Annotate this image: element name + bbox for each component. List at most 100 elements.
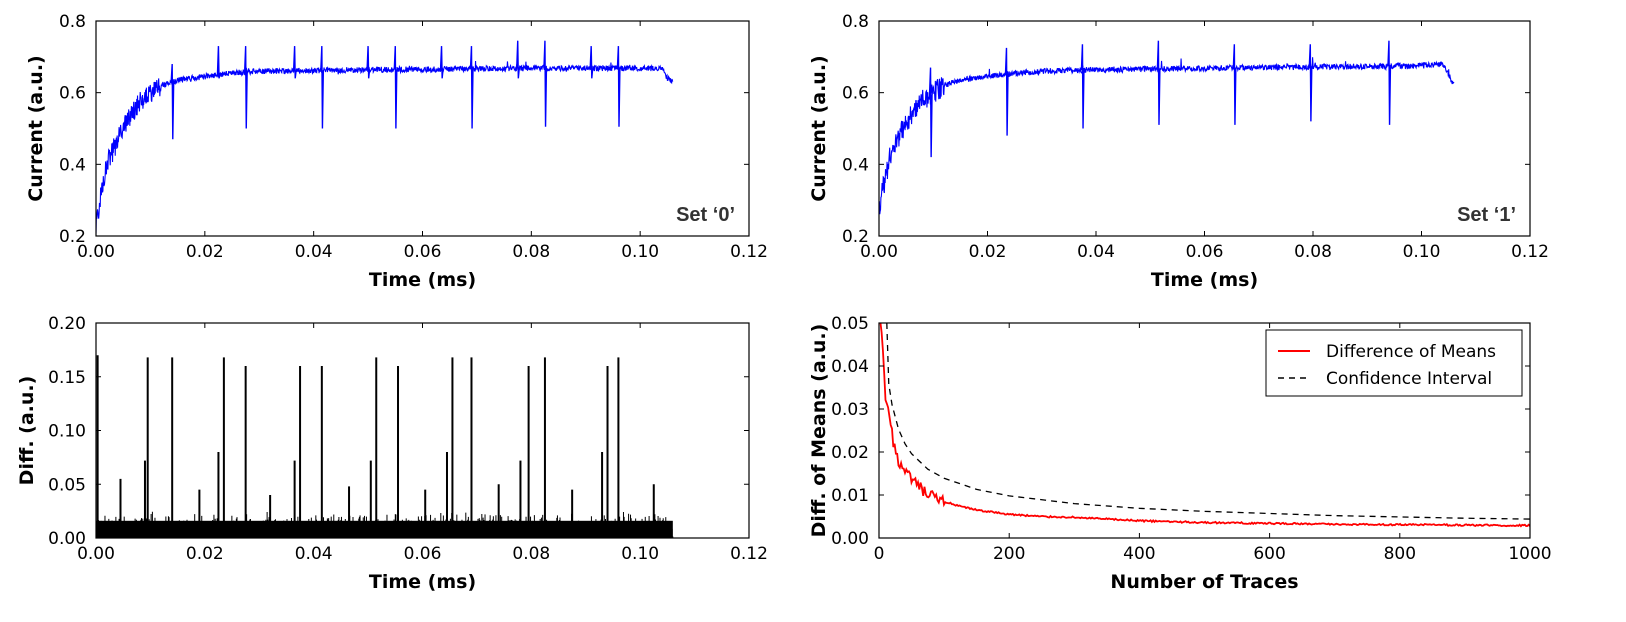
x-tick-label: 0.02 <box>186 242 224 262</box>
diff-peak <box>348 486 351 538</box>
x-tick-label: 200 <box>993 544 1025 564</box>
axes-frame <box>878 322 1531 539</box>
y-tick-label: 0.04 <box>831 357 869 377</box>
x-tick-label: 0.10 <box>621 544 659 564</box>
current-spike <box>616 46 621 127</box>
x-tick-label: 0.02 <box>969 242 1007 262</box>
current-spike <box>589 46 594 79</box>
diff-peak <box>606 366 609 538</box>
diff-peak <box>397 366 400 538</box>
diff-peak <box>146 357 149 538</box>
ticks: 0.00 0.02 0.04 0.06 0.08 0.10 0.12 0.2 0.4 0.6 0.8 <box>842 12 1549 262</box>
y-tick-label: 0.10 <box>48 422 86 442</box>
x-tick-label: 0.06 <box>404 242 442 262</box>
legend-label-confidence: Confidence Interval <box>1326 369 1492 389</box>
y-tick-label: 0.00 <box>831 529 869 549</box>
diff-peak <box>617 357 620 538</box>
y-tick-label: 0.8 <box>842 12 869 32</box>
current-spike <box>469 46 474 129</box>
x-tick-label: 400 <box>1123 544 1155 564</box>
diff-peak <box>497 484 500 538</box>
x-tick-label: 0.08 <box>512 242 550 262</box>
axes-frame <box>878 20 1531 237</box>
diff-peak <box>543 357 546 538</box>
x-axis-label: Time (ms) <box>369 571 476 593</box>
y-tick-label: 0.03 <box>831 400 869 420</box>
axes-frame <box>95 20 750 237</box>
diff-peak <box>244 366 247 538</box>
x-axis-label: Time (ms) <box>369 269 476 291</box>
current-spike <box>439 46 444 79</box>
plot-area <box>879 40 1455 215</box>
current-spike <box>393 46 398 129</box>
x-tick-label: 600 <box>1253 544 1285 564</box>
y-tick-label: 0.05 <box>48 475 86 495</box>
diff-peak <box>198 489 201 538</box>
diff-peak <box>171 357 174 538</box>
x-axis-label: Number of Traces <box>1110 571 1298 593</box>
current-trace <box>879 57 1455 215</box>
ticks: 0 200 400 600 800 1000 0.00 0.01 0.02 0.03 0.04 0.0… <box>831 314 1551 564</box>
diff-peak <box>519 460 522 538</box>
x-tick-label: 0.08 <box>512 544 550 564</box>
difference-of-means-line <box>879 323 1530 528</box>
diff-peak <box>293 460 296 538</box>
diff-peak <box>222 357 225 538</box>
current-spike <box>366 46 371 79</box>
current-spike <box>1080 44 1085 129</box>
x-tick-label: 0.04 <box>1077 242 1115 262</box>
current-trace <box>96 61 674 234</box>
x-tick-label: 0.04 <box>295 242 333 262</box>
diff-peak <box>375 357 378 538</box>
x-tick-label: 1000 <box>1508 544 1551 564</box>
set-label: Set ‘1’ <box>1457 204 1516 226</box>
x-tick-label: 0.00 <box>860 242 898 262</box>
diff-peak <box>601 452 604 538</box>
y-axis-label: Diff. (a.u.) <box>16 376 38 486</box>
legend-label-difference: Difference of Means <box>1326 342 1496 362</box>
x-tick-label: 0.00 <box>77 242 115 262</box>
diff-peak <box>369 460 372 538</box>
panel-top-left: 0.00 0.02 0.04 0.06 0.08 0.10 0.12 0.2 0.4 0.6 0.8… <box>25 12 768 291</box>
current-spike <box>1232 44 1237 125</box>
diff-peak <box>652 484 655 538</box>
y-tick-label: 0.2 <box>59 227 86 247</box>
y-tick-label: 0.00 <box>48 529 86 549</box>
diff-peak <box>143 460 146 538</box>
y-tick-label: 0.02 <box>831 443 869 463</box>
x-tick-label: 0.06 <box>404 544 442 564</box>
y-axis-label: Current (a.u.) <box>808 55 830 201</box>
diff-peak <box>299 366 302 538</box>
y-tick-label: 0.15 <box>48 368 86 388</box>
legend-box <box>1265 329 1523 397</box>
current-spike <box>1308 44 1313 122</box>
y-tick-label: 0.6 <box>842 84 869 104</box>
diff-peak <box>451 357 454 538</box>
plot-area <box>96 40 674 234</box>
set-label: Set ‘0’ <box>676 204 735 226</box>
panel-bottom-right: 0 200 400 600 800 1000 0.00 0.01 0.02 0.03 0.04 0.0… <box>808 314 1552 593</box>
x-tick-label: 0.10 <box>1403 242 1441 262</box>
x-tick-label: 0.12 <box>730 544 768 564</box>
current-spike <box>1387 40 1392 125</box>
y-tick-label: 0.20 <box>48 314 86 334</box>
diff-baseline <box>96 520 673 538</box>
diff-peak <box>571 489 574 538</box>
current-spike <box>1156 40 1161 125</box>
plot-area <box>96 355 674 538</box>
y-tick-label: 0.8 <box>59 12 86 32</box>
x-tick-label: 0.02 <box>186 544 224 564</box>
y-tick-label: 0.4 <box>842 155 869 175</box>
diff-peak <box>96 355 99 538</box>
current-spike <box>292 46 297 79</box>
current-spike <box>1004 47 1009 136</box>
diff-peak <box>445 452 448 538</box>
panel-bottom-left: 0.00 0.02 0.04 0.06 0.08 0.10 0.12 0.00 0.05 0.10… <box>16 314 768 593</box>
diff-peak <box>119 478 122 538</box>
y-axis-label: Current (a.u.) <box>25 55 47 201</box>
y-axis-label: Diff. of Means (a.u.) <box>808 324 830 538</box>
y-tick-label: 0.4 <box>59 155 86 175</box>
current-spike <box>320 46 325 129</box>
panel-top-right: 0.00 0.02 0.04 0.06 0.08 0.10 0.12 0.2 0.4 0.6 0.8… <box>808 12 1549 291</box>
